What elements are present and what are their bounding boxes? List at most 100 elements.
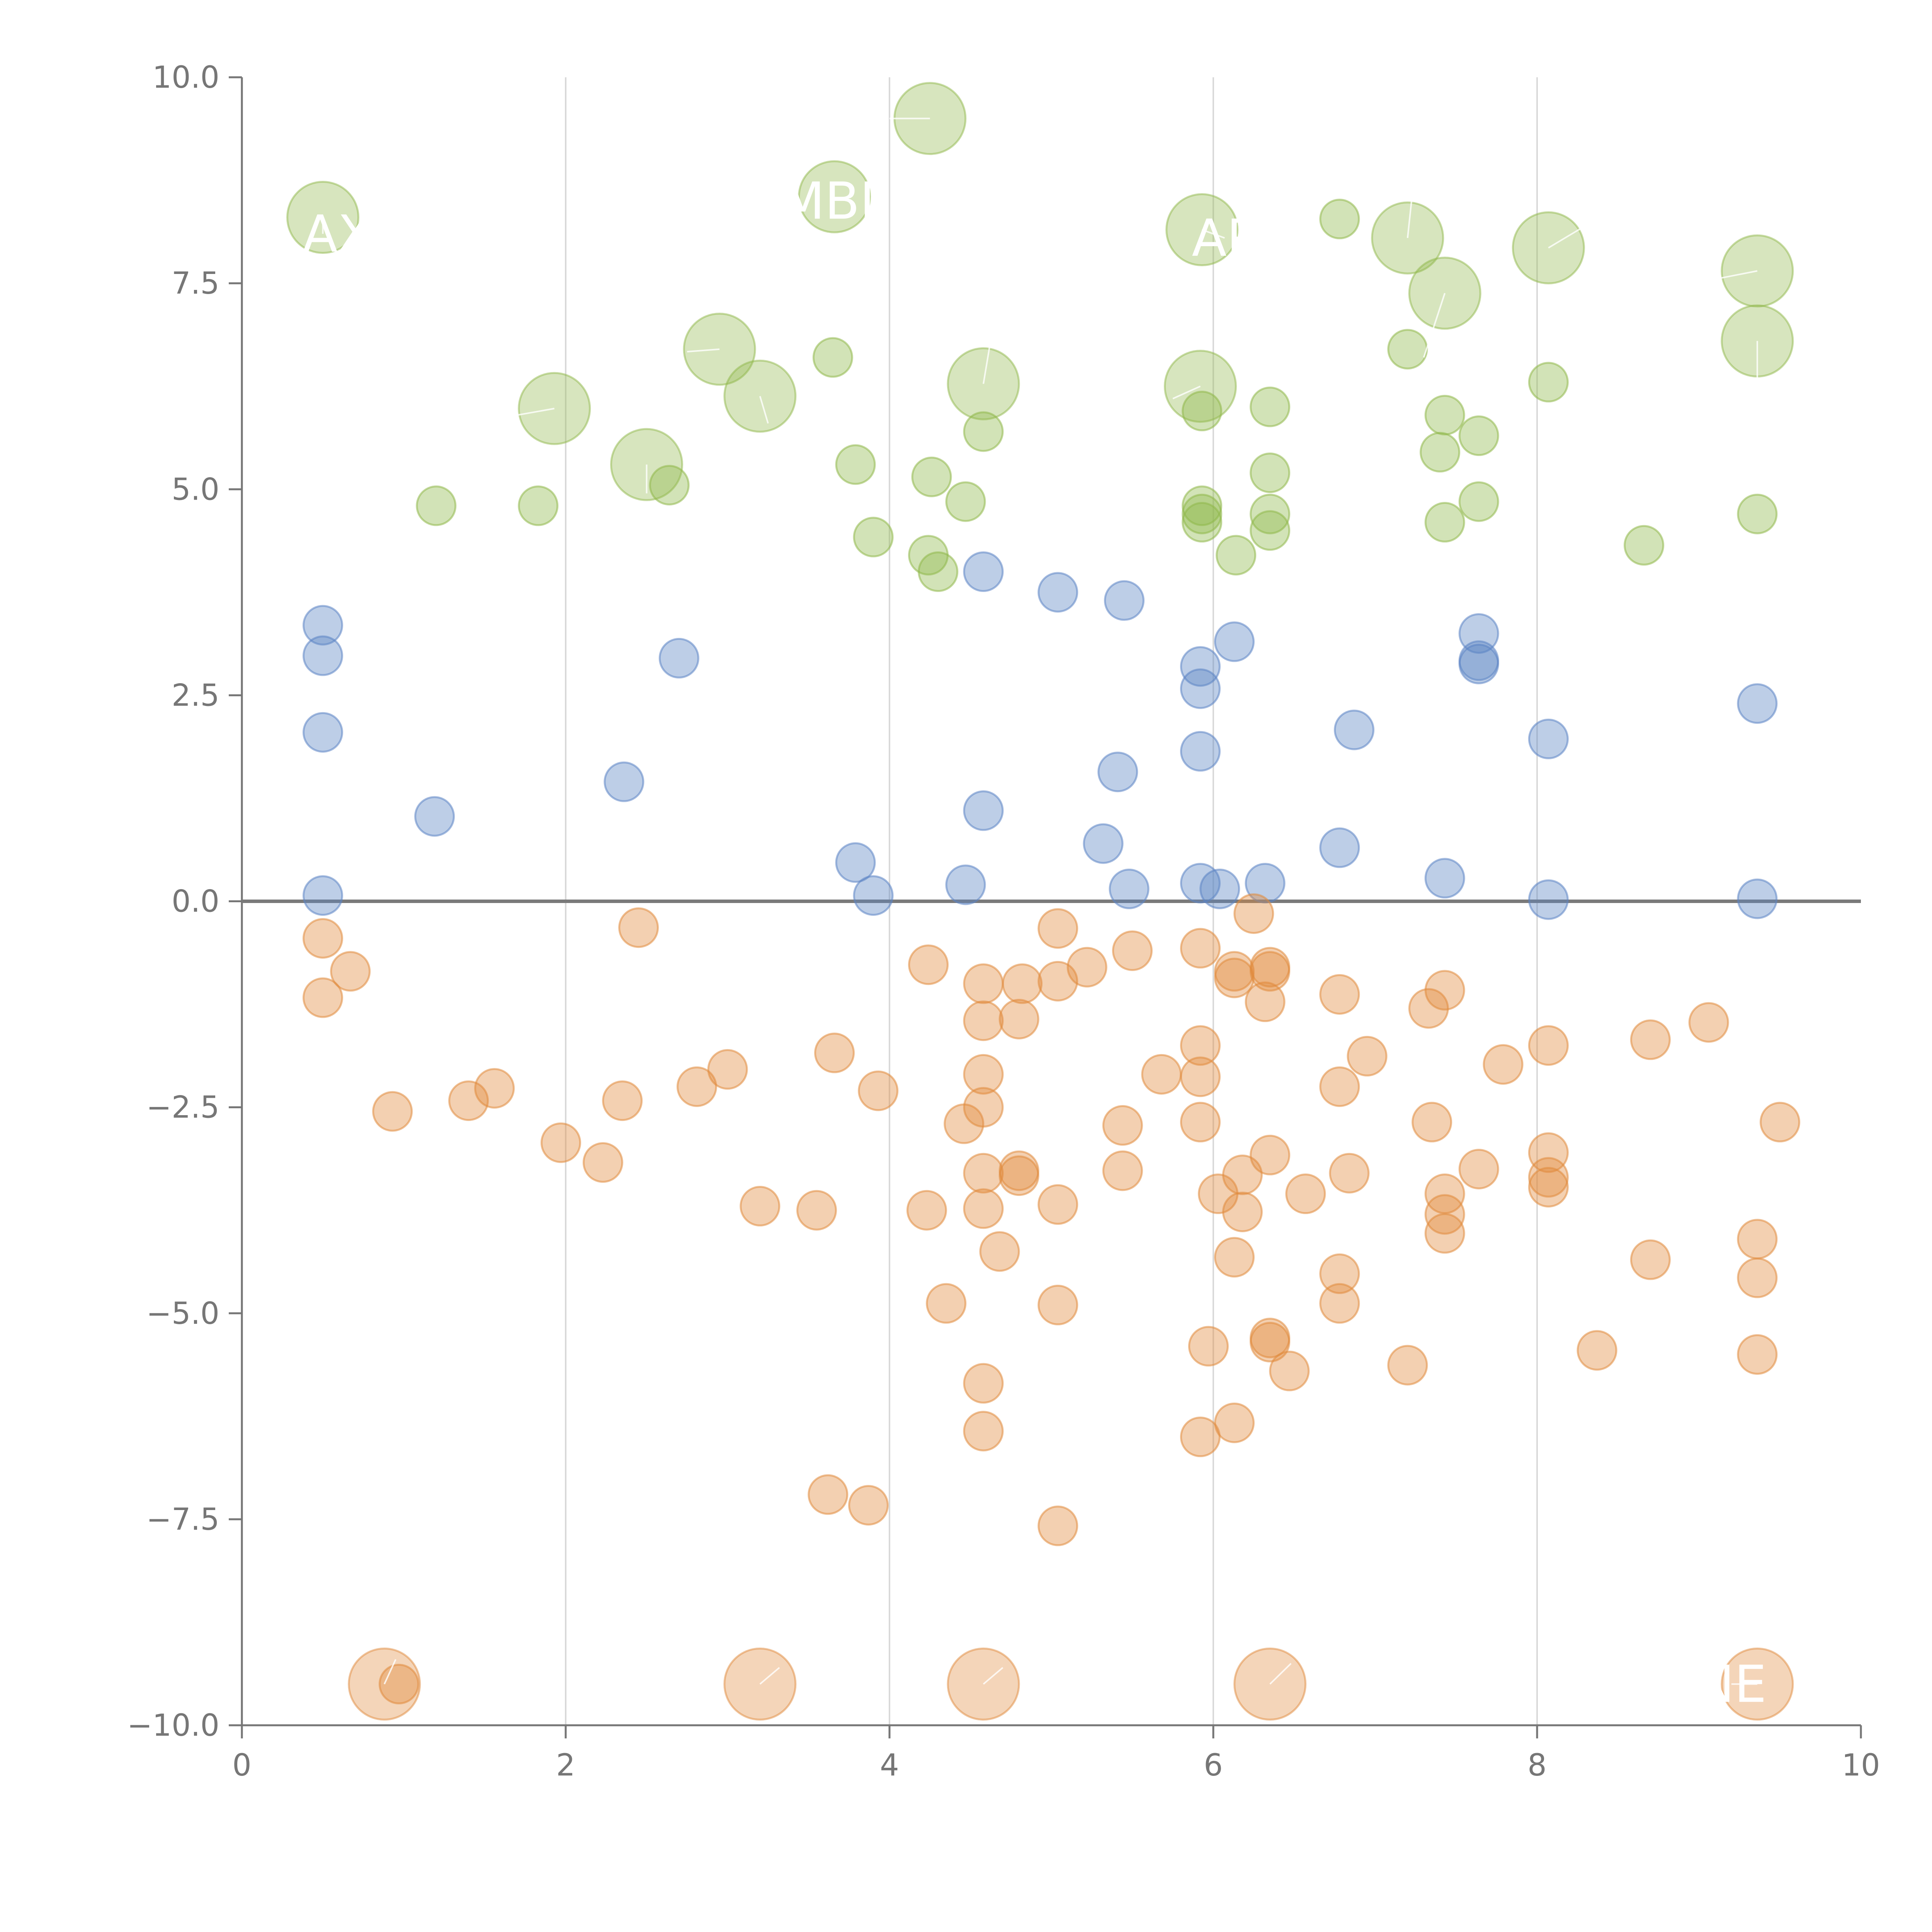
callout-leader-line [983,345,991,384]
green-point [918,551,959,592]
orange-point [1102,1105,1143,1146]
blue-point [303,875,343,916]
orange-point [1760,1102,1800,1143]
orange-point [1250,1321,1291,1362]
orange-point [1528,1132,1569,1173]
orange-point [963,1363,1004,1404]
green-point [1624,525,1665,566]
orange-point [1737,1334,1778,1375]
blue-point [1737,878,1778,919]
orange-point [1688,1002,1729,1043]
orange-point [1319,1066,1360,1107]
orange-point [1737,1219,1778,1260]
callout-leader-line [759,1667,780,1685]
orange-point [1214,1237,1255,1278]
blue-point [963,551,1004,592]
blue-point [1528,718,1569,759]
green-point [1424,395,1465,435]
green-point [1250,493,1291,534]
blue-point [1334,709,1375,750]
orange-point [1180,1025,1221,1066]
orange-point [1180,1102,1221,1143]
blue-point [1424,858,1465,899]
orange-point [963,1054,1004,1095]
orange-point [998,998,1039,1039]
blue-point [303,712,343,753]
orange-point [1222,1191,1263,1232]
x-tick-label: 0 [232,1748,252,1783]
green-point [963,411,1004,452]
orange-point [474,1068,515,1109]
orange-point [1458,1149,1499,1190]
orange-point [1412,1102,1452,1143]
green-point [1528,362,1569,403]
data-points [303,199,1800,1704]
callout-label: LAX [273,204,372,264]
orange-point [963,1153,1004,1194]
callout-leader-line [1715,270,1758,280]
callouts: LAX MBL AP NE [273,82,1794,1721]
orange-point [676,1066,717,1107]
callout-leader-line [1269,1663,1292,1685]
green-point [1424,502,1465,543]
orange-point [963,1188,1004,1229]
y-tick-label: −7.5 [146,1502,219,1537]
blue-point [1097,752,1138,793]
blue-point [1180,646,1221,687]
blue-point [1458,643,1499,684]
orange-point [1037,1184,1078,1225]
orange-point [1141,1054,1182,1095]
orange-point [1347,1036,1388,1077]
blue-point [1180,668,1221,709]
blue-point [963,790,1004,831]
blue-point [1180,731,1221,772]
orange-point [1066,947,1107,988]
orange-point [1250,951,1291,992]
callout-leader-line [983,1667,1003,1685]
orange-point [848,1485,889,1526]
orange-point [1387,1345,1428,1386]
callout-leader-line [1201,229,1225,239]
blue-point [1083,823,1124,864]
orange-point [963,1087,1004,1128]
orange-point [796,1190,837,1231]
orange-point [540,1122,581,1163]
x-tick-label: 10 [1842,1748,1880,1783]
callout-leader-line [1172,385,1201,400]
green-point [945,481,986,522]
orange-point [1222,1154,1263,1195]
orange-point [1528,1167,1569,1208]
callout-leader-line [1406,192,1413,238]
y-tick-label: 5.0 [172,472,219,507]
green-point [1250,386,1291,427]
blue-point [1199,869,1240,910]
green-callout-bubble [947,347,1020,420]
orange-point [1483,1044,1524,1085]
callout-leader-line [1423,293,1446,358]
green-point [1182,485,1223,526]
orange-point [1319,974,1360,1015]
orange-point [814,1032,855,1073]
orange-point [1102,1150,1143,1191]
orange-point [998,1155,1039,1196]
callout-leader-line [759,396,769,424]
blue-point [1245,863,1286,904]
green-point [1182,493,1223,534]
blue-point [1528,879,1569,920]
green-point [911,456,952,497]
orange-point [1180,1417,1221,1458]
blue-point [604,761,645,802]
orange-point [1250,1134,1291,1175]
orange-point [963,963,1004,1004]
orange-point [1528,1025,1569,1066]
orange-point [1269,1350,1310,1391]
orange-point [1037,908,1078,949]
x-tick-label: 8 [1527,1748,1547,1783]
orange-point [618,907,659,948]
orange-point [1285,1173,1326,1214]
orange-point [1737,1257,1778,1298]
orange-point [1424,970,1465,1011]
green-point [1737,493,1778,534]
